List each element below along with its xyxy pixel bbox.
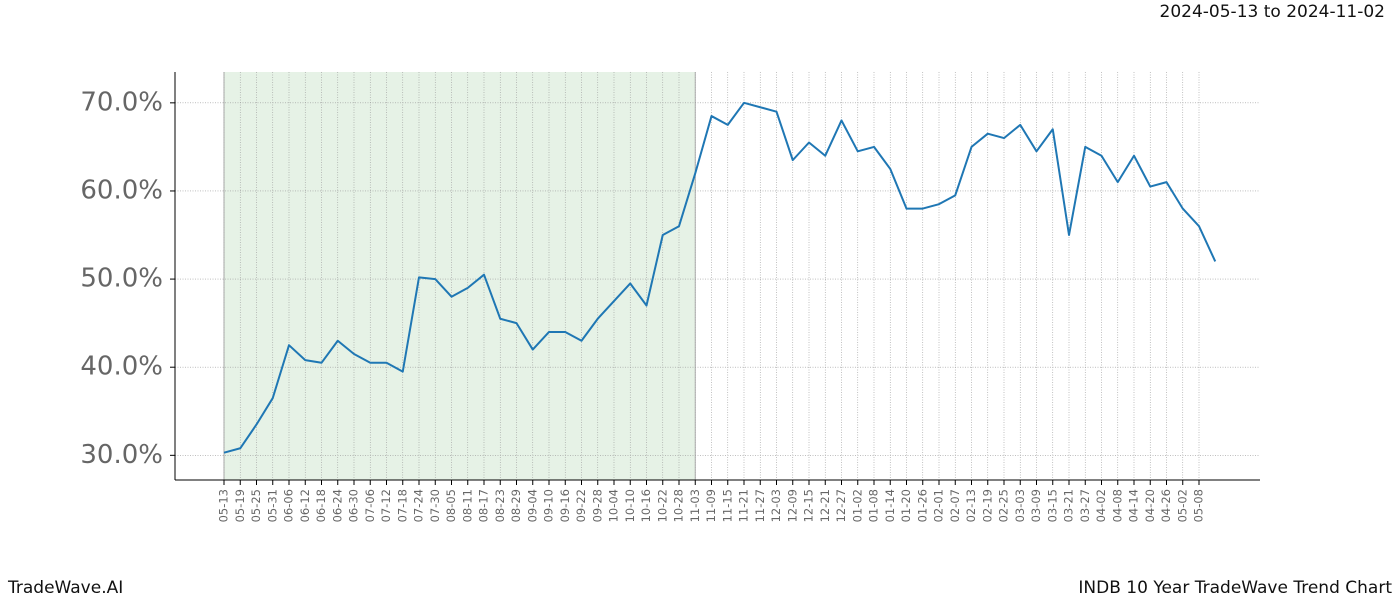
x-tick-label: 05-19 (233, 489, 247, 522)
y-tick-label: 40.0% (80, 352, 163, 382)
x-tick-label: 02-13 (964, 489, 978, 522)
y-tick-label: 70.0% (80, 87, 163, 117)
x-tick-label: 08-05 (444, 489, 458, 522)
x-tick-label: 11-09 (704, 489, 718, 522)
x-tick-label: 06-30 (347, 489, 361, 522)
x-tick-label: 05-31 (265, 489, 279, 522)
x-tick-label: 02-07 (948, 489, 962, 522)
x-tick-label: 11-21 (737, 489, 751, 522)
x-tick-label: 05-25 (249, 489, 263, 522)
x-tick-label: 10-22 (655, 489, 669, 522)
x-tick-label: 12-27 (834, 489, 848, 522)
x-tick-label: 05-13 (217, 489, 231, 522)
x-tick-label: 03-09 (1029, 489, 1043, 522)
x-tick-label: 07-06 (363, 489, 377, 522)
x-tick-label: 09-04 (525, 489, 539, 522)
x-tick-label: 06-06 (282, 489, 296, 522)
x-tick-label: 01-08 (867, 489, 881, 522)
x-tick-label: 04-26 (1159, 489, 1173, 522)
x-tick-label: 02-19 (980, 489, 994, 522)
x-tick-label: 06-24 (330, 489, 344, 522)
x-tick-label: 07-30 (428, 489, 442, 522)
x-tick-label: 01-02 (850, 489, 864, 522)
x-tick-label: 01-14 (883, 489, 897, 522)
y-tick-label: 60.0% (80, 175, 163, 205)
x-tick-label: 12-09 (785, 489, 799, 522)
x-tick-label: 04-02 (1094, 489, 1108, 522)
x-tick-label: 09-22 (574, 489, 588, 522)
chart-title: 2024-05-13 to 2024-11-02 (1160, 2, 1385, 22)
x-tick-label: 11-15 (720, 489, 734, 522)
line-series (223, 101, 1217, 454)
x-tick-label: 09-10 (542, 489, 556, 522)
x-tick-label: 10-16 (639, 489, 653, 522)
x-tick-label: 04-14 (1127, 489, 1141, 522)
x-tick-label: 07-24 (412, 489, 426, 522)
x-tick-label: 02-01 (932, 489, 946, 522)
x-tick-label: 07-18 (395, 489, 409, 522)
x-tick-label: 01-26 (915, 489, 929, 522)
footer-left: TradeWave.AI (7, 578, 123, 598)
x-tick-label: 09-16 (558, 489, 572, 522)
x-tick-label: 03-03 (1013, 489, 1027, 522)
y-tick-label: 30.0% (80, 440, 163, 470)
x-tick-label: 04-08 (1110, 489, 1124, 522)
x-tick-label: 10-04 (607, 489, 621, 522)
x-tick-label: 08-29 (509, 489, 523, 522)
shaded-region (224, 72, 696, 480)
x-tick-label: 10-28 (672, 489, 686, 522)
x-tick-label: 11-03 (688, 489, 702, 522)
x-tick-label: 04-20 (1143, 489, 1157, 522)
x-tick-label: 03-21 (1062, 489, 1076, 522)
x-tick-label: 10-10 (623, 489, 637, 522)
x-tick-label: 09-28 (590, 489, 604, 522)
x-tick-label: 06-12 (298, 489, 312, 522)
x-tick-label: 12-03 (769, 489, 783, 522)
x-tick-label: 11-27 (753, 489, 767, 522)
footer-right: INDB 10 Year TradeWave Trend Chart (1078, 578, 1392, 598)
x-tick-label: 02-25 (997, 489, 1011, 522)
x-tick-label: 07-12 (379, 489, 393, 522)
x-tick-label: 03-15 (1045, 489, 1059, 522)
x-tick-label: 06-18 (314, 489, 328, 522)
x-tick-label: 05-02 (1175, 489, 1189, 522)
x-tick-label: 05-08 (1192, 489, 1206, 522)
x-tick-label: 08-17 (477, 489, 491, 522)
x-tick-label: 08-11 (460, 489, 474, 522)
y-tick-label: 50.0% (80, 264, 163, 294)
x-tick-label: 12-21 (818, 489, 832, 522)
x-tick-label: 03-27 (1078, 489, 1092, 522)
x-tick-label: 08-23 (493, 489, 507, 522)
x-tick-label: 01-20 (899, 489, 913, 522)
x-tick-label: 12-15 (802, 489, 816, 522)
